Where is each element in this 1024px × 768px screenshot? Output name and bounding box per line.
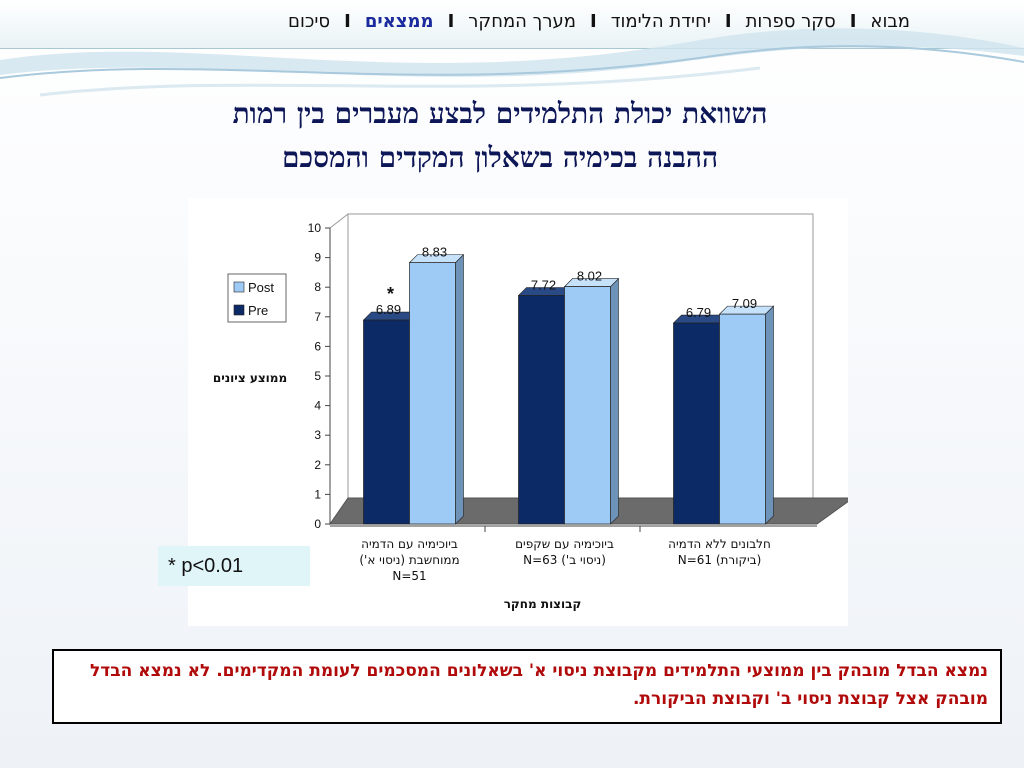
title-line-1: השוואת יכולת התלמידים לבצע מעברים בין רמ… [232, 97, 768, 130]
bar-value-label: 7.72 [531, 277, 556, 292]
nav-item-0[interactable]: מבוא [870, 11, 910, 32]
nav-item-4[interactable]: ממצאים [364, 11, 434, 32]
y-tick-label: 1 [314, 487, 321, 501]
y-tick-label: 8 [314, 280, 321, 294]
y-tick-label: 3 [314, 428, 321, 442]
x-category-label: חלבונים ללא הדמיה [668, 537, 771, 551]
bar-value-label: 6.79 [686, 305, 711, 320]
bar-value-label: 8.02 [577, 269, 602, 284]
nav-item-2[interactable]: יחידת הלימוד [610, 11, 711, 32]
chart-side-wall [329, 212, 349, 526]
legend-label-post: Post [248, 280, 274, 295]
y-tick-label: 9 [314, 251, 321, 265]
bar-side [455, 253, 464, 525]
slide-title: השוואת יכולת התלמידים לבצע מעברים בין רמ… [0, 92, 1000, 180]
x-category-label: (ניסוי ב') N=63 [523, 553, 606, 567]
bar-value-label: 8.83 [422, 245, 447, 260]
nav-separator: I [724, 11, 732, 32]
y-tick-label: 4 [314, 399, 321, 413]
bar-pre [673, 322, 720, 525]
nav-separator: I [849, 11, 857, 32]
x-axis-title: קבוצות מחקר [504, 597, 582, 611]
nav-menu: מבואIסקר ספרותIיחידת הלימודIמערך המחקרIמ… [282, 11, 916, 32]
y-tick-label: 6 [314, 339, 321, 353]
legend-label-pre: Pre [248, 303, 268, 318]
conclusion-box: נמצא הבדל מובהק בין ממוצעי התלמידים מקבו… [52, 649, 1002, 724]
nav-separator: I [447, 11, 455, 32]
y-tick-label: 2 [314, 458, 321, 472]
bar-pre [518, 295, 565, 525]
y-tick-label: 5 [314, 369, 321, 383]
bar-side [610, 277, 619, 525]
x-category-label: (ביקורת) N=61 [678, 553, 762, 567]
nav-item-3[interactable]: מערך המחקר [468, 11, 576, 32]
bar-side [765, 305, 774, 525]
nav-item-1[interactable]: סקר ספרות [745, 11, 836, 32]
y-tick-label: 7 [314, 310, 321, 324]
bar-post [409, 262, 456, 525]
header-swoosh-decoration [0, 28, 1024, 97]
y-tick-label: 10 [308, 221, 322, 235]
title-line-2: ההבנה בכימיה בשאלון המקדים והמסכם [281, 141, 719, 174]
significance-asterisk: * [387, 284, 394, 304]
bar-value-label: 7.09 [732, 296, 757, 311]
x-category-label: ממוחשבת (ניסוי א') [359, 553, 459, 567]
x-category-label: ביוכימיה עם הדמיה [361, 537, 458, 551]
y-tick-label: 0 [314, 517, 321, 531]
nav-separator: I [589, 11, 597, 32]
bar-pre [363, 319, 410, 525]
bar-chart: 0 1 2 3 4 5 6 7 8 9 10 ממוצע ציונים 6.89 8.83 ביוכימיה… [213, 212, 848, 611]
y-axis-title: ממוצע ציונים [213, 371, 287, 385]
bar-value-label: 6.89 [376, 302, 401, 317]
bar-post [719, 313, 766, 525]
nav-separator: I [344, 11, 351, 32]
x-category-label: N=51 [392, 569, 426, 583]
legend-swatch-pre [233, 304, 245, 316]
significance-note: * p<0.01 [158, 546, 310, 586]
nav-item-5[interactable]: סיכום [288, 11, 331, 32]
nav-bar [0, 0, 1024, 49]
legend-swatch-post [233, 281, 245, 293]
x-category-label: ביוכימיה עם שקפים [515, 537, 614, 551]
bar-post [564, 286, 611, 525]
